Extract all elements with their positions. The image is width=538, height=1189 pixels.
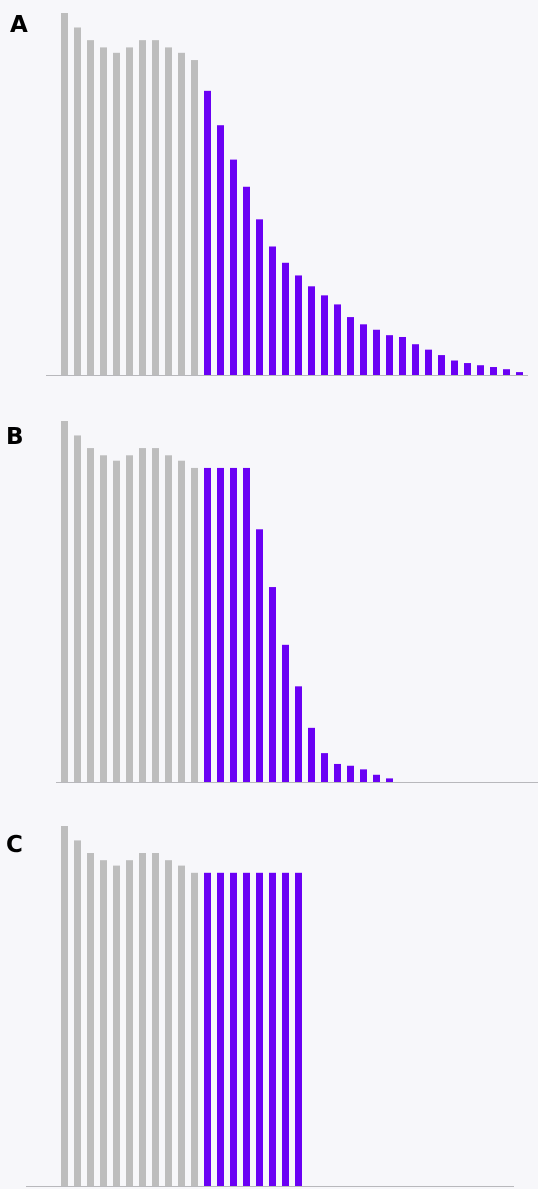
forecast-bar xyxy=(516,372,523,375)
forecast-bar xyxy=(503,369,510,375)
forecast-bar xyxy=(256,219,263,375)
forecast-bar xyxy=(204,467,211,782)
forecast-bar xyxy=(295,872,302,1186)
forecast-bar xyxy=(373,774,380,782)
chart-panel-a xyxy=(46,13,528,376)
history-bar xyxy=(100,860,107,1186)
forecast-bar xyxy=(243,872,250,1186)
history-bar xyxy=(113,865,120,1186)
forecast-bar xyxy=(321,753,328,782)
chart-panel-b xyxy=(56,421,538,783)
forecast-bar xyxy=(295,686,302,782)
forecast-bar xyxy=(243,186,250,375)
forecast-bar xyxy=(321,295,328,375)
history-bar xyxy=(126,455,133,782)
forecast-bar xyxy=(425,349,432,375)
history-bar xyxy=(178,460,185,782)
history-bar xyxy=(61,826,68,1186)
forecast-bar xyxy=(438,355,445,375)
history-bar xyxy=(178,52,185,375)
history-bar xyxy=(87,853,94,1186)
forecast-bar xyxy=(386,335,393,375)
forecast-bar xyxy=(282,262,289,375)
forecast-bar xyxy=(269,246,276,375)
history-bar xyxy=(87,40,94,376)
forecast-bar xyxy=(217,467,224,782)
forecast-bar xyxy=(373,329,380,375)
history-bar xyxy=(191,467,198,782)
forecast-bar xyxy=(334,304,341,375)
forecast-bar xyxy=(477,365,484,375)
history-bar xyxy=(87,448,94,782)
history-bar xyxy=(113,52,120,375)
history-bar xyxy=(74,840,81,1186)
forecast-bar xyxy=(308,727,315,782)
history-bar xyxy=(152,40,159,376)
forecast-bar xyxy=(256,529,263,782)
history-bar xyxy=(74,27,81,375)
history-bar xyxy=(113,460,120,782)
forecast-bar xyxy=(230,467,237,782)
history-bar xyxy=(74,435,81,782)
history-bar xyxy=(139,40,146,376)
forecast-bar xyxy=(230,872,237,1186)
forecast-bar xyxy=(204,90,211,375)
forecast-bar xyxy=(399,336,406,375)
forecast-bar xyxy=(269,872,276,1186)
forecast-bar xyxy=(256,872,263,1186)
history-bar xyxy=(165,455,172,782)
forecast-bar xyxy=(269,587,276,782)
forecast-bar xyxy=(230,159,237,375)
history-bar xyxy=(165,47,172,375)
history-bar xyxy=(100,455,107,782)
history-bar xyxy=(61,421,68,782)
history-bar xyxy=(139,448,146,782)
panel-label-b: B xyxy=(6,424,24,450)
forecast-bar xyxy=(412,344,419,375)
history-bar xyxy=(152,448,159,782)
forecast-bar xyxy=(451,360,458,375)
history-bar xyxy=(126,860,133,1186)
forecast-bar xyxy=(386,778,393,782)
panel-label-c: C xyxy=(6,832,23,858)
forecast-bar xyxy=(334,763,341,782)
panel-label-a: A xyxy=(10,12,28,38)
forecast-bar xyxy=(464,363,471,375)
forecast-bar xyxy=(308,286,315,375)
forecast-bar xyxy=(490,367,497,375)
forecast-bar xyxy=(295,275,302,375)
forecast-bar xyxy=(360,324,367,375)
history-bar xyxy=(152,853,159,1186)
forecast-bar xyxy=(347,317,354,375)
forecast-bar xyxy=(204,872,211,1186)
history-bar xyxy=(191,872,198,1186)
forecast-bar xyxy=(217,125,224,375)
chart-panel-c xyxy=(26,826,514,1187)
forecast-bar xyxy=(282,644,289,782)
history-bar xyxy=(165,860,172,1186)
history-bar xyxy=(126,47,133,375)
history-bar xyxy=(61,13,68,375)
forecast-bar xyxy=(217,872,224,1186)
history-bar xyxy=(100,47,107,375)
forecast-bar xyxy=(243,467,250,782)
history-bar xyxy=(178,865,185,1186)
history-bar xyxy=(139,853,146,1186)
forecast-bar xyxy=(282,872,289,1186)
forecast-bar xyxy=(360,769,367,782)
history-bar xyxy=(191,60,198,376)
forecast-bar xyxy=(347,765,354,782)
